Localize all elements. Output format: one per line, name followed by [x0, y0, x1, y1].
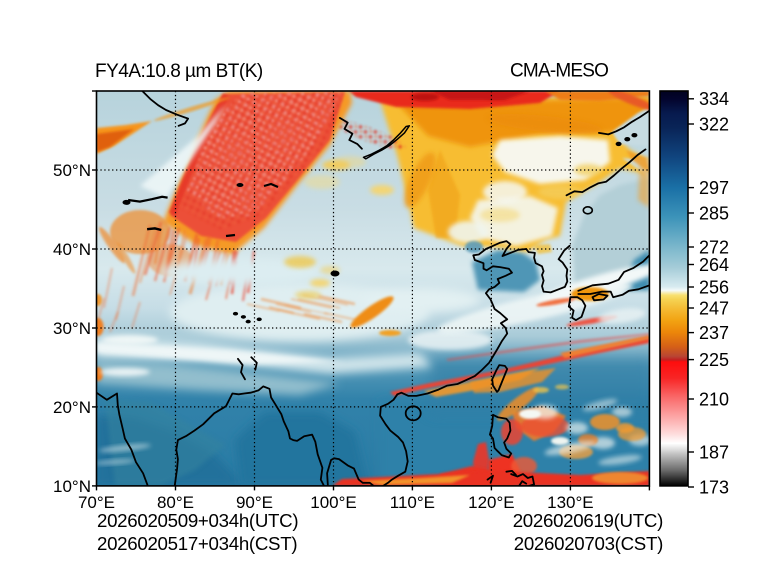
- svg-text:70°E: 70°E: [78, 493, 115, 512]
- svg-text:334: 334: [699, 89, 729, 109]
- svg-text:90°E: 90°E: [236, 493, 273, 512]
- svg-text:237: 237: [699, 323, 729, 343]
- svg-text:225: 225: [699, 350, 729, 370]
- svg-text:30°N: 30°N: [53, 319, 91, 338]
- svg-text:20°N: 20°N: [53, 398, 91, 417]
- svg-text:187: 187: [699, 442, 729, 462]
- svg-text:247: 247: [699, 298, 729, 318]
- svg-text:297: 297: [699, 178, 729, 198]
- svg-text:50°N: 50°N: [53, 161, 91, 180]
- svg-text:264: 264: [699, 255, 729, 275]
- svg-text:2026020619(UTC): 2026020619(UTC): [513, 510, 663, 531]
- svg-text:322: 322: [699, 114, 729, 134]
- svg-text:2026020703(CST): 2026020703(CST): [514, 533, 663, 554]
- svg-text:80°E: 80°E: [157, 493, 194, 512]
- svg-text:256: 256: [699, 277, 729, 297]
- svg-text:10°N: 10°N: [53, 477, 91, 496]
- svg-text:130°E: 130°E: [547, 493, 594, 512]
- svg-text:210: 210: [699, 389, 729, 409]
- svg-text:100°E: 100°E: [310, 493, 357, 512]
- svg-text:2026020509+034h(UTC): 2026020509+034h(UTC): [97, 510, 298, 531]
- svg-text:2026020517+034h(CST): 2026020517+034h(CST): [97, 533, 297, 554]
- svg-text:272: 272: [699, 237, 729, 257]
- svg-text:40°N: 40°N: [53, 240, 91, 259]
- svg-text:285: 285: [699, 203, 729, 223]
- svg-text:120°E: 120°E: [468, 493, 515, 512]
- svg-text:173: 173: [699, 477, 729, 497]
- svg-text:FY4A:10.8 µm BT(K): FY4A:10.8 µm BT(K): [95, 61, 263, 82]
- svg-text:110°E: 110°E: [390, 493, 435, 512]
- svg-text:CMA-MESO: CMA-MESO: [510, 61, 608, 82]
